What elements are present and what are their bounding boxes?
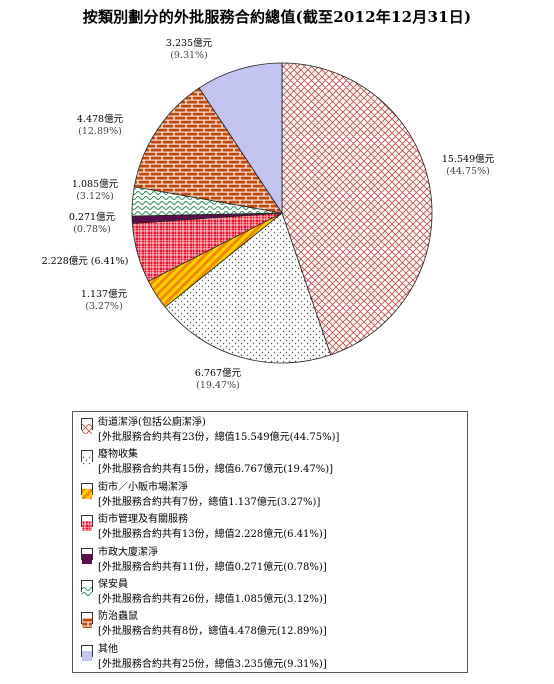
legend-swatch (81, 612, 93, 629)
pie-slice-2 (164, 212, 332, 364)
slice-value-label: 1.085億元 (72, 178, 119, 190)
legend-detail: [外批服務合約共有7份，總值1.137億元(3.27%)] (98, 496, 321, 508)
legend-detail: [外批服務合約共有8份，總值4.478億元(12.89%)] (98, 626, 327, 638)
legend-detail: [外批服務合約共有15份，總值6.767億元(19.47%)] (98, 464, 334, 476)
legend-label: 防治蟲鼠 (98, 611, 138, 623)
legend-swatch (81, 482, 93, 499)
legend-label: 街道潔淨(包括公廁潔淨) (98, 417, 206, 428)
legend-item: 街道潔淨(包括公廁潔淨) [外批服務合約共有23份，總值15.549億元(44.7… (81, 415, 461, 447)
legend-swatch (81, 644, 93, 661)
legend-label: 市政大廈潔淨 (98, 546, 158, 558)
slice-value-label: 0.271億元 (69, 211, 116, 223)
slice-percent-label: (44.75%) (446, 166, 490, 177)
legend-detail: [外批服務合約共有26份，總值1.085億元(3.12%)] (98, 593, 327, 605)
legend-detail: [外批服務合約共有23份，總值15.549億元(44.75%)] (98, 432, 340, 443)
legend-swatch (81, 450, 93, 467)
legend-label: 街市／小販市場潔淨 (98, 481, 188, 493)
slice-value-label: 1.137億元 (81, 288, 128, 300)
slice-value-label: 2.228億元 (6.41%) (42, 255, 129, 267)
pie-chart: 15.549億元(44.75%)6.767億元(19.47%)1.137億元(3… (42, 37, 495, 391)
legend-label: 街市管理及有關服務 (98, 514, 188, 526)
legend-item: 街市／小販市場潔淨 [外批服務合約共有7份，總值1.137億元(3.27%)] (81, 480, 461, 512)
slice-value-label: 6.767億元 (195, 367, 242, 379)
legend-label: 其他 (98, 643, 118, 655)
slice-value-label: 15.549億元 (442, 153, 495, 165)
legend-item: 市政大廈潔淨 [外批服務合約共有11份，總值0.271億元(0.78%)] (81, 545, 461, 577)
slice-percent-label: (3.12%) (76, 191, 114, 202)
pie-slice-8 (198, 62, 283, 215)
legend-item: 廢物收集 [外批服務合約共有15份，總值6.767億元(19.47%)] (81, 447, 461, 479)
slice-percent-label: (19.47%) (196, 380, 240, 391)
slice-percent-label: (3.27%) (85, 301, 123, 312)
legend-item: 街市管理及有關服務 [外批服務合約共有13份，總值2.228億元(6.41%)] (81, 512, 461, 544)
legend: 街道潔淨(包括公廁潔淨) [外批服務合約共有23份，總值15.549億元(44.7… (72, 411, 468, 673)
pie-slice-1 (281, 62, 433, 356)
legend-label: 保安員 (98, 578, 128, 590)
slice-value-label: 4.478億元 (77, 113, 124, 125)
pie-slice-7 (133, 87, 283, 214)
legend-item: 防治蟲鼠 [外批服務合約共有8份，總值4.478億元(12.89%)] (81, 609, 461, 641)
legend-swatch (81, 418, 93, 434)
slice-percent-label: (9.31%) (170, 50, 208, 61)
legend-detail: [外批服務合約共有13份，總值2.228億元(6.41%)] (98, 529, 327, 541)
legend-detail: [外批服務合約共有25份，總值3.235億元(9.31%)] (98, 658, 327, 670)
legend-swatch (81, 579, 93, 596)
slice-percent-label: (12.89%) (78, 126, 122, 137)
legend-swatch (81, 515, 93, 532)
legend-swatch (81, 547, 93, 564)
slice-percent-label: (0.78%) (73, 224, 111, 235)
slice-value-label: 3.235億元 (166, 37, 213, 49)
legend-label: 廢物收集 (98, 449, 138, 461)
chart-title: 按類別劃分的外批服務合約總值(截至2012年12月31日) (82, 8, 472, 26)
legend-item: 其他 [外批服務合約共有25份，總值3.235億元(9.31%)] (81, 642, 461, 674)
legend-detail: [外批服務合約共有11份，總值0.271億元(0.78%)] (98, 561, 327, 573)
legend-item: 保安員 [外批服務合約共有26份，總值1.085億元(3.12%)] (81, 577, 461, 609)
